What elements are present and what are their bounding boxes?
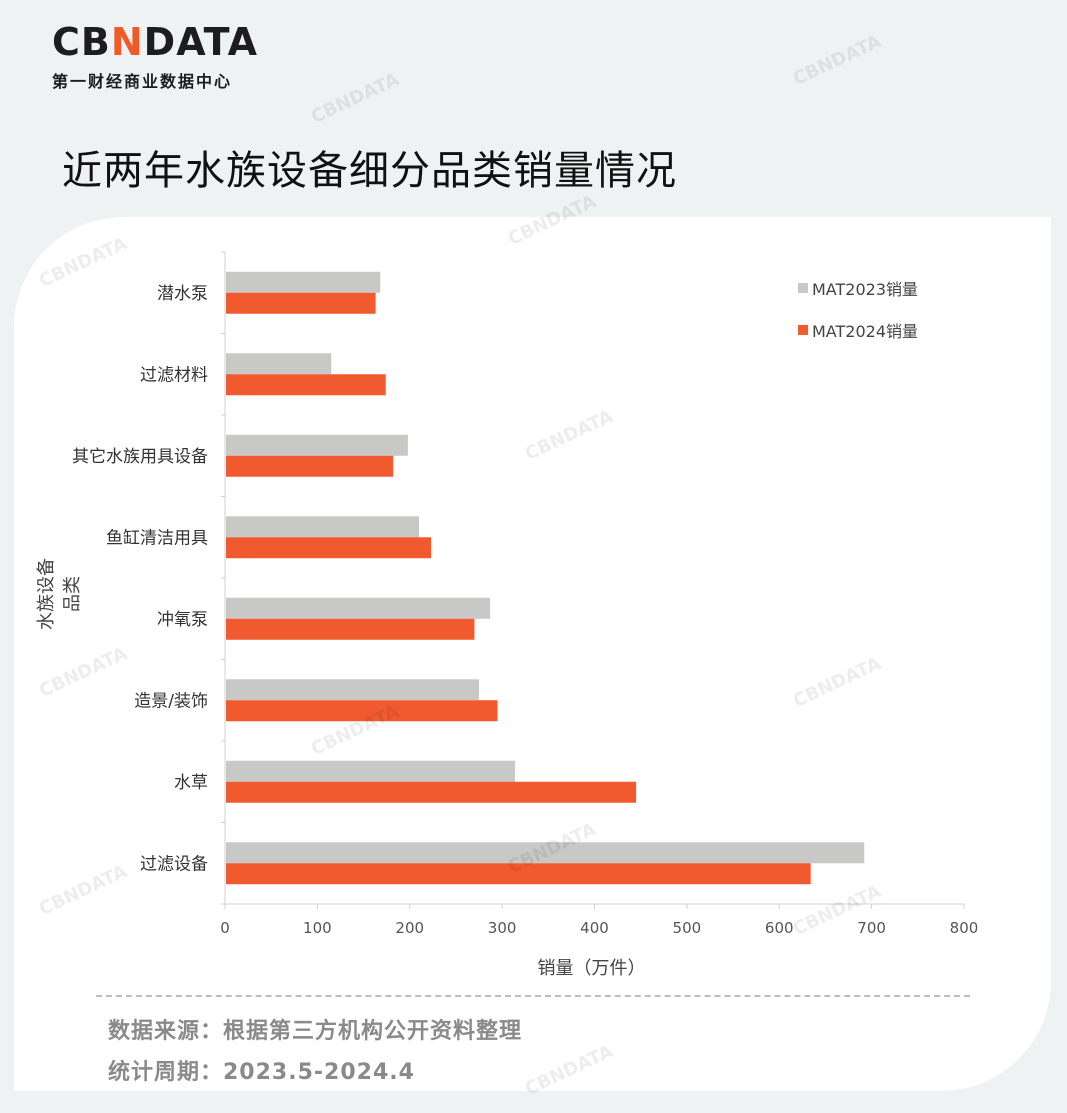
bar-2024 [226, 374, 386, 396]
data-source-note: 数据来源：根据第三方机构公开资料整理 [108, 1019, 523, 1044]
bar-2023 [226, 842, 865, 864]
category-label: 水草 [174, 773, 208, 793]
logo-wordmark: CBNDATA [52, 20, 259, 64]
page-title: 近两年水族设备细分品类销量情况 [62, 148, 677, 194]
legend-label-2024: MAT2024销量 [812, 322, 919, 341]
legend-item-2023: MAT2023销量 [798, 278, 919, 299]
legend-label-2023: MAT2023销量 [812, 280, 919, 299]
bar-2024 [226, 863, 811, 885]
category-label: 潜水泵 [157, 284, 208, 304]
bar-2023 [226, 679, 480, 701]
footer-divider [96, 995, 970, 997]
bar-2024 [226, 455, 394, 477]
legend-swatch-2023 [798, 283, 808, 293]
legend-item-2024: MAT2024销量 [798, 320, 919, 341]
x-tick-label: 400 [580, 919, 609, 937]
category-label: 鱼缸清洁用具 [106, 527, 208, 548]
brand-logo: CBNDATA 第一财经商业数据中心 [52, 22, 258, 92]
bar-2024 [226, 781, 637, 803]
bar-2023 [226, 516, 419, 538]
legend-swatch-2024 [798, 325, 808, 335]
x-tick-label: 800 [950, 919, 979, 937]
chart-card [14, 217, 1051, 1091]
bar-2023 [226, 434, 408, 456]
bar-2024 [226, 292, 376, 314]
x-tick-label: 300 [488, 919, 517, 937]
bar-2023 [226, 597, 491, 619]
bar-2023 [226, 271, 381, 293]
x-tick-label: 100 [303, 919, 332, 937]
bar-2024 [226, 537, 431, 559]
category-label: 过滤设备 [140, 854, 208, 874]
bar-2023 [226, 353, 332, 375]
category-label: 造景/装饰 [134, 691, 208, 711]
x-tick-label: 200 [395, 919, 424, 937]
x-tick-label: 500 [673, 919, 702, 937]
category-label: 其它水族用具设备 [72, 447, 208, 467]
x-tick-label: 600 [765, 919, 794, 937]
period-note: 统计周期：2023.5-2024.4 [108, 1060, 415, 1085]
logo-subtitle: 第一财经商业数据中心 [52, 72, 233, 91]
y-axis-title: 水族设备品类 [36, 558, 83, 630]
x-axis-title: 销量（万件） [538, 958, 646, 979]
x-tick-label: 700 [857, 919, 886, 937]
bar-2024 [226, 618, 475, 640]
category-label: 冲氧泵 [157, 610, 208, 630]
bar-2023 [226, 760, 516, 782]
bar-2024 [226, 700, 498, 722]
x-tick-label: 0 [220, 919, 230, 937]
category-label: 过滤材料 [140, 365, 208, 385]
chart-legend: MAT2023销量 MAT2024销量 [798, 278, 918, 362]
